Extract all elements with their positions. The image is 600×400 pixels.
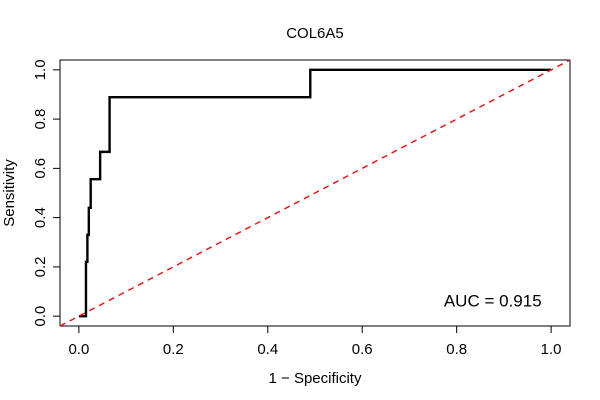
reference-diagonal-line xyxy=(59,59,571,327)
x-tick-label: 0.0 xyxy=(68,341,89,358)
y-axis-label: Sensitivity xyxy=(1,159,18,227)
x-axis: 0.0 0.2 0.4 0.6 0.8 1.0 xyxy=(68,325,562,358)
annotation-layer: AUC = 0.915 xyxy=(444,291,542,310)
x-tick-label: 0.2 xyxy=(163,341,184,358)
y-tick-label: 0.8 xyxy=(32,109,49,130)
chart-title: COL6A5 xyxy=(286,25,344,42)
auc-annotation: AUC = 0.915 xyxy=(444,291,542,310)
y-tick-label: 0.4 xyxy=(32,207,49,228)
y-tick-label: 0.6 xyxy=(32,158,49,179)
y-tick-label: 1.0 xyxy=(32,59,49,80)
y-axis: 0.0 0.2 0.4 0.6 0.8 1.0 xyxy=(32,59,61,327)
series-layer xyxy=(59,59,571,327)
x-tick-label: 1.0 xyxy=(541,341,562,358)
x-tick-label: 0.6 xyxy=(352,341,373,358)
x-tick-label: 0.4 xyxy=(257,341,278,358)
y-tick-label: 0.0 xyxy=(32,306,49,327)
x-tick-label: 0.8 xyxy=(446,341,467,358)
roc-curve xyxy=(78,68,552,318)
y-tick-label: 0.2 xyxy=(32,256,49,277)
x-axis-label: 1 − Specificity xyxy=(269,370,362,387)
